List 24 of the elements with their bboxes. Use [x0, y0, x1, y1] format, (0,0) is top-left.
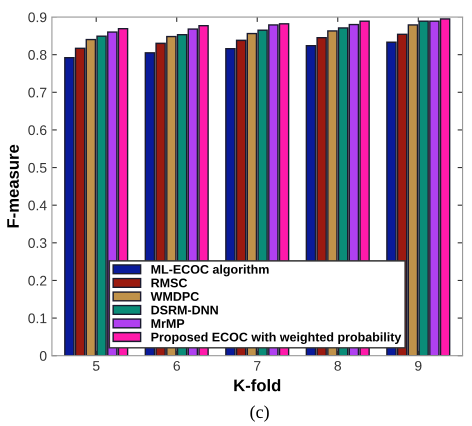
- x-tick-label: 9: [415, 360, 422, 371]
- y-tick-label: 0: [40, 351, 47, 361]
- legend-label: RMSC: [151, 278, 188, 288]
- legend-label: MrMP: [151, 319, 184, 328]
- x-tick-label: 6: [174, 360, 180, 371]
- y-tick-label: 0.4: [28, 200, 47, 210]
- text: (c): [250, 405, 269, 422]
- legend-label: WMDPC: [150, 292, 199, 301]
- y-tick-label: 0.7: [28, 88, 46, 98]
- x-axis-title: K-fold: [234, 379, 280, 392]
- y-tick-label: 0.9: [28, 12, 46, 22]
- x-tick-label: 5: [92, 361, 100, 371]
- y-tick-label: 0.5: [28, 162, 46, 173]
- y-axis-title: F-measure: [7, 144, 19, 228]
- y-tick-label: 0.1: [28, 313, 46, 324]
- y-tick-label: 0.6: [28, 125, 46, 136]
- legend-label: Proposed ECOC with weighted probability: [151, 332, 402, 344]
- x-tick-label: 8: [334, 360, 342, 371]
- y-tick-label: 0.3: [28, 238, 46, 248]
- y-tick-label: 0.2: [28, 276, 46, 286]
- legend-label: DSRM-DNN: [151, 306, 218, 314]
- y-tick-label: 0.8: [28, 50, 46, 60]
- legend-label: ML-ECOC algorithm: [151, 264, 269, 276]
- x-tick-label: 7: [254, 361, 260, 371]
